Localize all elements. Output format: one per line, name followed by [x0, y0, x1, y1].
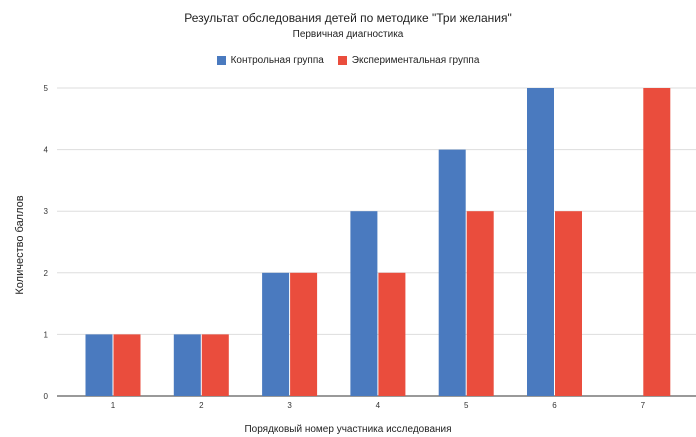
bar-control: [350, 211, 378, 396]
bar-experimental: [378, 272, 406, 396]
legend: Контрольная группа Экспериментальная гру…: [0, 55, 696, 66]
bar-control: [438, 149, 466, 396]
chart-subtitle: Первичная диагностика: [292, 29, 404, 40]
x-tick-label: 4: [376, 401, 381, 410]
bar-control: [85, 334, 113, 396]
legend-swatch-experimental: [337, 56, 347, 65]
bar-control: [173, 334, 201, 396]
bar-experimental: [555, 211, 582, 396]
x-tick-label: 5: [464, 401, 469, 410]
bar-experimental: [643, 88, 671, 396]
legend-item-control: Контрольная группа: [216, 55, 324, 66]
legend-swatch-control: [216, 56, 226, 65]
x-tick-label: 7: [641, 401, 646, 410]
bar-experimental: [466, 211, 494, 396]
y-tick-label: 0: [44, 392, 49, 401]
legend-item-experimental: Экспериментальная группа: [337, 55, 480, 66]
legend-label-experimental: Экспериментальная группа: [351, 55, 480, 66]
bar-control: [262, 272, 290, 396]
x-tick-label: 2: [199, 401, 204, 410]
y-tick-label: 4: [44, 146, 49, 155]
y-tick-label: 5: [44, 84, 49, 93]
legend-label-control: Контрольная группа: [230, 55, 324, 66]
chart-title: Результат обследования детей по методике…: [184, 11, 512, 25]
y-tick-label: 1: [44, 330, 49, 339]
y-tick-label: 2: [44, 269, 49, 278]
x-tick-label: 6: [552, 401, 557, 410]
x-axis-label: Порядковый номер участника исследования: [244, 424, 452, 435]
y-tick-label: 3: [44, 207, 49, 216]
bar-experimental: [113, 334, 141, 396]
bar-control: [527, 88, 554, 396]
bar-experimental: [290, 272, 318, 396]
x-tick-label: 1: [111, 401, 116, 410]
x-tick-label: 3: [287, 401, 292, 410]
bar-experimental: [201, 334, 229, 396]
